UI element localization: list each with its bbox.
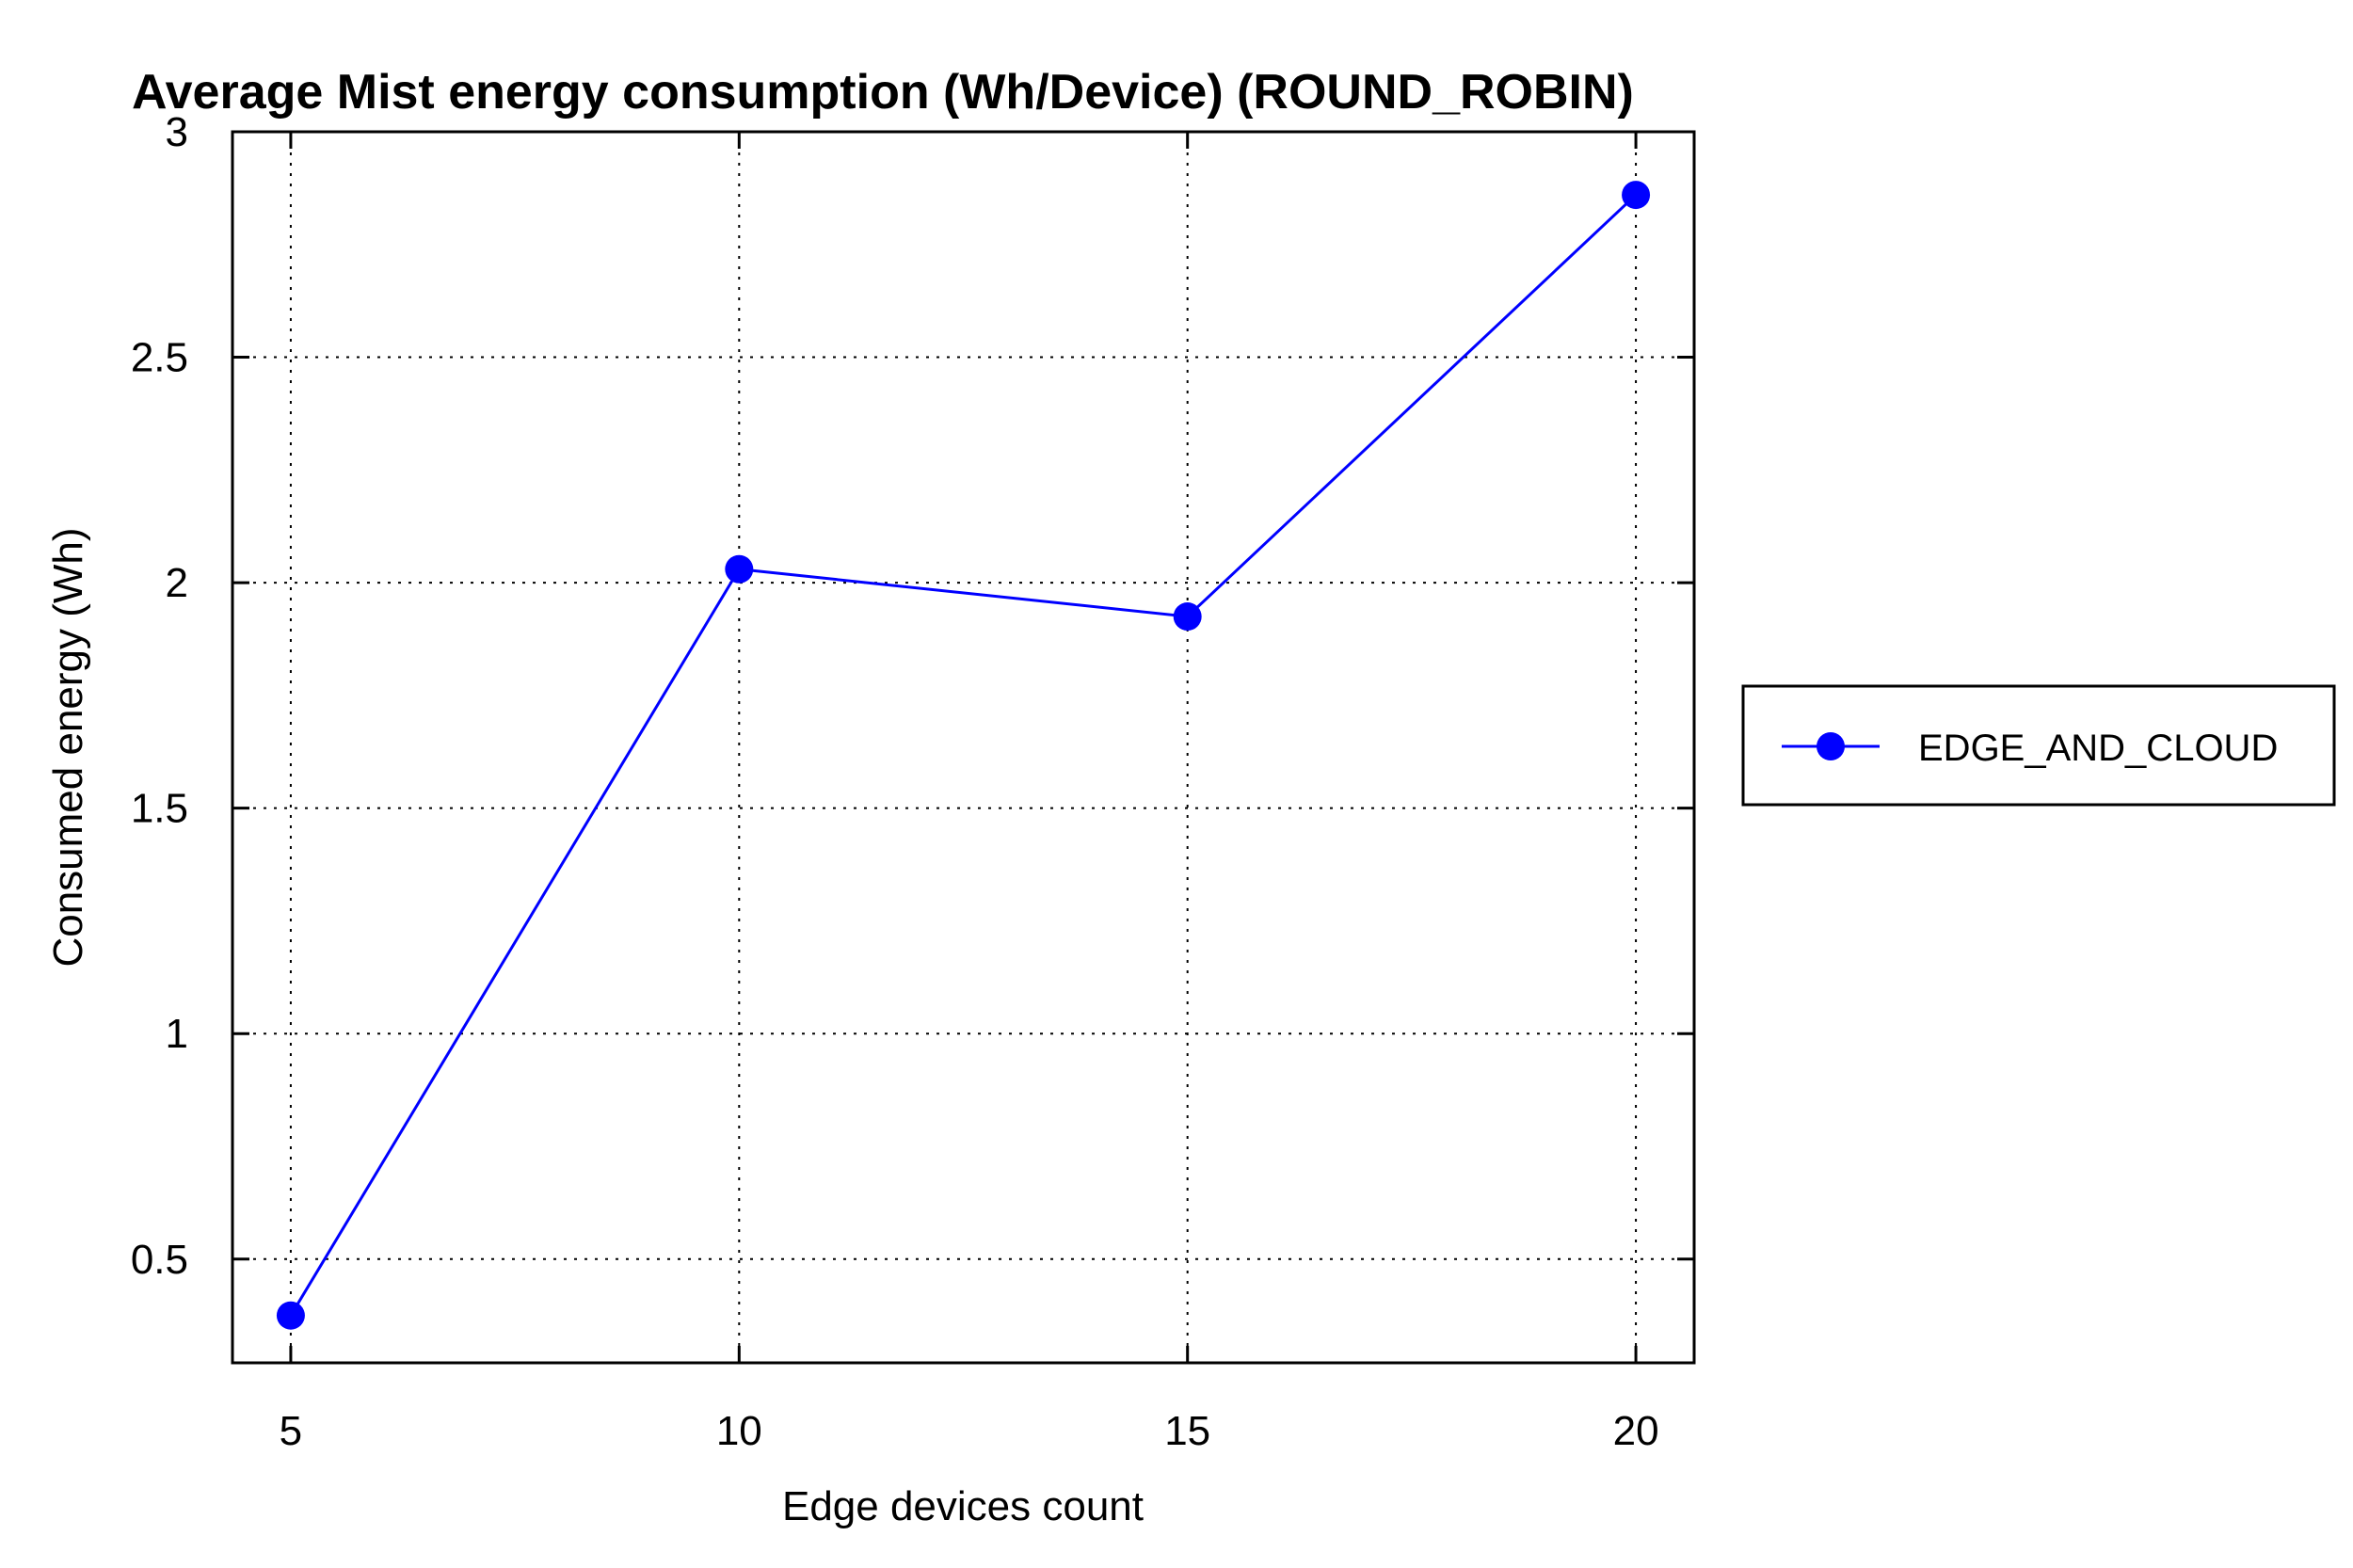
x-tick-label: 15 (1164, 1408, 1210, 1454)
series-layer (276, 181, 1651, 1330)
grid-lines (232, 131, 1694, 1363)
data-point (276, 1301, 305, 1330)
chart-title: Average Mist energy consumption (Wh/Devi… (132, 65, 1634, 120)
data-point (725, 554, 754, 584)
y-tick-label: 2.5 (131, 335, 188, 381)
axis-ticks: 5 10 15 20 0.5 1 1.5 2 2.5 3 (131, 109, 1694, 1454)
y-tick-label: 0.5 (131, 1237, 188, 1283)
x-tick-label: 20 (1613, 1408, 1659, 1454)
legend-marker-sample (1817, 732, 1845, 760)
y-tick-label: 1.5 (131, 786, 188, 832)
x-tick-label: 5 (280, 1408, 302, 1454)
plot-area-frame (231, 130, 1696, 1365)
series-line (289, 193, 1638, 1317)
legend-entry-label: EDGE_AND_CLOUD (1918, 728, 2278, 769)
y-axis-label: Consumed energy (Wh) (45, 527, 91, 967)
x-axis-label: Edge devices count (782, 1483, 1144, 1529)
legend: EDGE_AND_CLOUD (1741, 684, 2336, 807)
y-tick-label: 2 (166, 560, 188, 606)
x-tick-label: 10 (716, 1408, 762, 1454)
data-point (1622, 181, 1651, 210)
data-point (1173, 602, 1202, 632)
y-tick-label: 1 (166, 1011, 188, 1057)
y-tick-label: 3 (166, 109, 188, 155)
